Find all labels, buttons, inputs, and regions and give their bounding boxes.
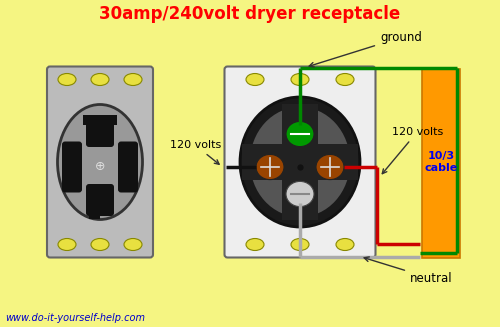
FancyBboxPatch shape [62, 142, 82, 193]
Ellipse shape [91, 238, 109, 250]
Ellipse shape [316, 154, 344, 180]
Ellipse shape [256, 154, 284, 180]
Ellipse shape [246, 238, 264, 250]
Bar [89, 203, 100, 219]
Ellipse shape [246, 74, 264, 85]
Text: 10/3
cable: 10/3 cable [424, 151, 458, 173]
Text: 30amp/240volt dryer receptacle: 30amp/240volt dryer receptacle [100, 5, 401, 23]
Text: 120 volts: 120 volts [170, 140, 221, 164]
Text: neutral: neutral [364, 257, 452, 285]
Ellipse shape [250, 107, 350, 217]
Ellipse shape [291, 238, 309, 250]
Ellipse shape [124, 74, 142, 85]
Text: 120 volts: 120 volts [382, 127, 443, 174]
Ellipse shape [58, 74, 76, 85]
Ellipse shape [336, 238, 354, 250]
Ellipse shape [91, 74, 109, 85]
Bar [422, 69, 460, 258]
Ellipse shape [291, 74, 309, 85]
FancyBboxPatch shape [86, 117, 114, 147]
Text: ⊕: ⊕ [95, 161, 105, 174]
Ellipse shape [286, 121, 314, 146]
Ellipse shape [58, 105, 142, 219]
FancyBboxPatch shape [224, 66, 376, 257]
FancyBboxPatch shape [86, 184, 114, 216]
Bar [242, 144, 358, 180]
Ellipse shape [286, 181, 314, 207]
FancyBboxPatch shape [118, 142, 138, 193]
Ellipse shape [336, 74, 354, 85]
Bar [83, 115, 117, 125]
Ellipse shape [58, 238, 76, 250]
Ellipse shape [124, 238, 142, 250]
Ellipse shape [240, 97, 360, 227]
FancyBboxPatch shape [47, 66, 153, 257]
Text: www.do-it-yourself-help.com: www.do-it-yourself-help.com [5, 313, 145, 323]
Bar [282, 104, 318, 220]
Text: ground: ground [309, 31, 422, 67]
